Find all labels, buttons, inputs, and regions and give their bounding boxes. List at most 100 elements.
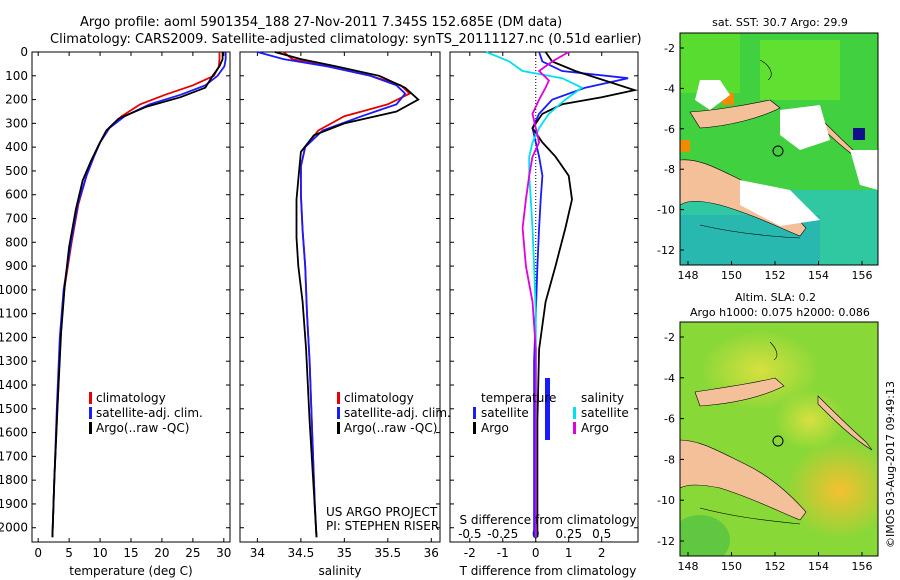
sla-map-title1: Altim. SLA: 0.2 [735,291,816,304]
legend-header-temperature: temperature [481,391,556,405]
legend-swatch [473,422,476,434]
ytick-label: 500 [5,164,28,178]
coastline [769,341,778,361]
ytick-label: 1400 [0,378,28,392]
xtick-label: 35.5 [374,546,401,560]
legend-swatch [545,378,550,440]
map-xtick-label: 154 [808,269,829,282]
ytick-label: 2000 [0,521,28,535]
footer-stamp: ©IMOS 03-Aug-2017 09:49:13 [884,381,897,548]
legend-swatch [89,392,92,404]
map-xtick-label: 152 [765,269,786,282]
salinity-plot: 34 34.5 35 35.5 36 climatology satellite-adj… [239,51,451,578]
s-xtick-label: 0.25 [555,527,582,541]
series-line-temperature-argo [531,51,639,538]
legend-swatch [337,407,340,419]
map-ytick-label: -4 [664,82,675,95]
cloud-mask [740,180,820,226]
title-line1: Argo profile: aoml 5901354_188 27-Nov-20… [80,15,562,30]
map-ytick-label: -12 [657,535,675,548]
xtick-label: 15 [123,546,138,560]
map-ytick-label: -2 [664,42,675,55]
ytick-label: 300 [5,116,28,130]
sst-map-title: sat. SST: 30.7 Argo: 29.9 [712,16,848,29]
sst-map-frame [679,32,879,266]
map-ytick-label: -8 [664,163,675,176]
ytick-label: 700 [5,212,28,226]
ytick-label: 1200 [0,330,28,344]
map-xtick-label: 148 [678,560,699,573]
legend-swatch [573,407,576,419]
ytick-label: 1800 [0,473,28,487]
ytick-label: 600 [5,188,28,202]
ytick-label: 0 [20,45,28,59]
s-xtick-label: 0.5 [592,527,611,541]
temperature-xlabel: temperature (deg C) [69,564,192,578]
series-line-argo-raw-qc- [51,52,224,538]
legend-climatology: climatology [344,391,414,405]
new-guinea-land [680,439,807,521]
difference-plot: -2 -1 0 1 2-0.5 -0.25 0 0.25 0.5 temperature sal… [449,51,639,578]
xtick-label: 36 [424,546,439,560]
cloud-mask [780,105,830,150]
map-xtick-label: 150 [721,269,742,282]
legend-swatch [573,422,576,434]
salinity-legend: climatology satellite-adj. clim. Argo(..… [344,391,451,435]
new-britain-land [689,99,781,129]
sst-warm-cell [680,140,690,152]
legend-swatch [89,407,92,419]
temperature-legend: climatology satellite-adj. clim. Argo(..… [96,391,203,435]
map-ytick-label: -10 [657,204,675,217]
sla-map-frame [679,321,879,557]
legend-satellite: satellite-adj. clim. [96,406,203,420]
ytick-label: 200 [5,93,28,107]
legend-satellite: satellite-adj. clim. [344,406,451,420]
map-xtick-label: 154 [808,560,829,573]
legend-header-salinity: salinity [581,391,624,405]
xtick-label: 20 [154,546,169,560]
xtick-label: 10 [92,546,107,560]
sla-map-title2: Argo h1000: 0.075 h2000: 0.086 [690,306,870,319]
legend-swatch [337,422,340,434]
map-xtick-label: 156 [852,269,873,282]
legend-argo: Argo(..raw -QC) [344,421,437,435]
map-ytick-label: -6 [664,413,675,426]
xtick-label: -1 [497,546,509,560]
temperature-plot-frame [31,51,231,543]
series-line-satellite-adj-clim- [257,51,407,538]
xtick-label: 34.5 [288,546,315,560]
ytick-label: 1700 [0,449,28,463]
project-annotation: US ARGO PROJECT [326,505,438,519]
ytick-label: 800 [5,235,28,249]
ytick-label: 400 [5,140,28,154]
xtick-label: 0 [34,546,42,560]
ytick-label: 1300 [0,354,28,368]
map-ytick-label: -2 [664,331,675,344]
sst-map: sat. SST: 30.7 Argo: 29.9 -2 -4 -6 -8 -10 -12… [657,16,879,282]
xtick-label: 30 [216,546,231,560]
pi-annotation: PI: STEPHEN RISER [326,519,439,533]
argo-position-marker [772,145,784,157]
ytick-label: 1000 [0,283,28,297]
s-difference-label: S difference from climatology [460,513,637,527]
xtick-label: -2 [464,546,476,560]
map-ytick-label: -8 [664,453,675,466]
xtick-label: 5 [65,546,73,560]
ytick-label: 100 [5,69,28,83]
legend-swatch [473,407,476,419]
map-ytick-label: -12 [657,244,675,257]
ytick-label: 1900 [0,497,28,511]
xtick-label: 35 [337,546,352,560]
s-xtick-label: -0.25 [487,527,518,541]
argo-position-marker [772,435,784,447]
ytick-label: 1600 [0,426,28,440]
s-xtick-label: -0.5 [458,527,481,541]
sla-high [785,440,878,540]
cloud-mask [850,150,878,190]
map-xtick-label: 156 [852,560,873,573]
ytick-label: 1500 [0,402,28,416]
series-line-salinity-argo [521,51,570,538]
map-ytick-label: -10 [657,494,675,507]
series-line-satellite-adj-clim- [51,52,227,538]
